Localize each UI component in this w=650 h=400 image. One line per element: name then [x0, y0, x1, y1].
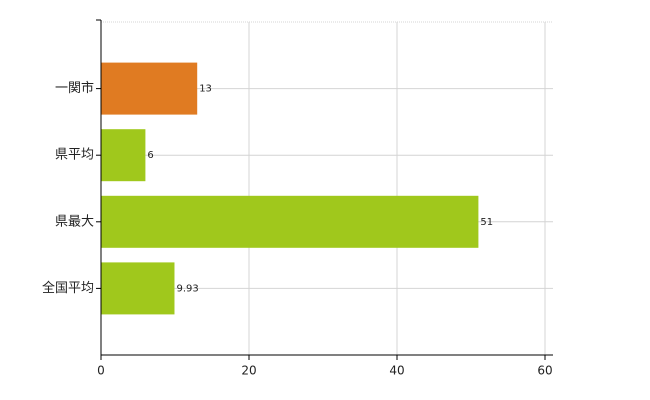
- y-tick-label: 全国平均: [42, 280, 94, 296]
- bar: [101, 129, 146, 182]
- x-tick-label: 20: [241, 364, 256, 378]
- bar: [101, 62, 198, 115]
- y-tick-label: 一関市: [55, 80, 94, 96]
- value-label: 13: [199, 84, 212, 95]
- bar: [101, 195, 479, 248]
- value-label: 51: [480, 217, 493, 228]
- y-tick-label: 県平均: [55, 148, 94, 163]
- x-tick-label: 40: [389, 364, 404, 378]
- x-tick-label: 0: [97, 364, 105, 378]
- bar: [101, 262, 175, 315]
- y-tick-label: 県最大: [55, 214, 94, 229]
- value-label: 6: [147, 150, 153, 161]
- value-label: 9.93: [176, 283, 198, 294]
- x-tick-label: 60: [537, 364, 552, 378]
